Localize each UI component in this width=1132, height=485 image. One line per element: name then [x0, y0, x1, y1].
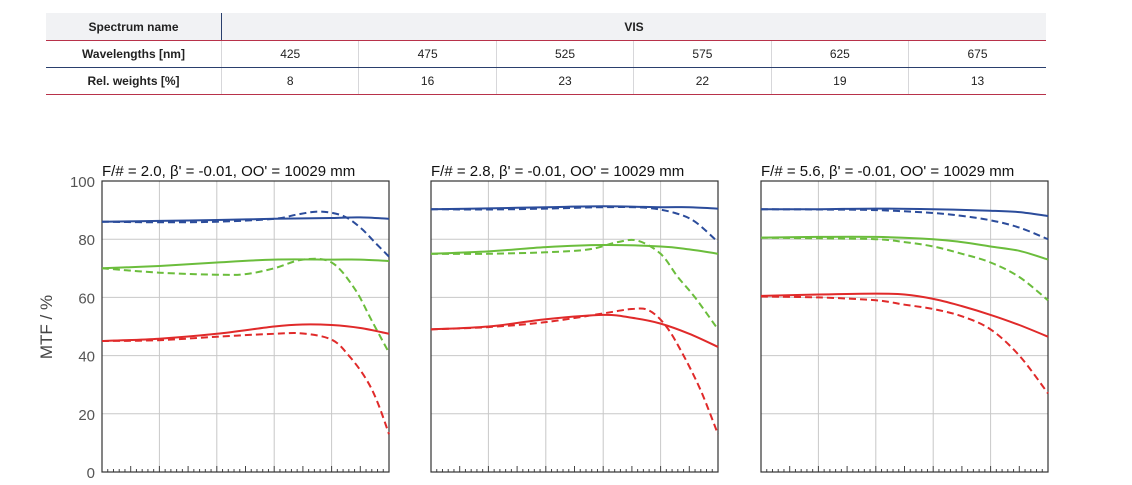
y-tick-label: 100: [70, 174, 95, 191]
mtf-plot: F/# = 2.8, β' = -0.01, OO' = 10029 mm: [430, 163, 719, 473]
y-tick-label: 80: [78, 232, 95, 249]
wavelength-cell: 425: [220, 40, 359, 68]
spectrum-row: Spectrum name VIS: [46, 13, 1046, 41]
green-solid-mtf-curve: [760, 235, 1049, 261]
y-tick-labels: 100 80 60 40 20 0: [70, 174, 95, 482]
red-dashed-mtf-curve: [430, 307, 719, 435]
y-tick-label: 0: [87, 465, 95, 482]
mtf-plot: F/# = 5.6, β' = -0.01, OO' = 10029 mm: [760, 163, 1049, 473]
wavelength-cell: 525: [495, 40, 634, 68]
blue-dashed-mtf-curve: [430, 206, 719, 243]
y-tick-label: 20: [78, 407, 95, 424]
chart-title: F/# = 5.6, β' = -0.01, OO' = 10029 mm: [761, 163, 1014, 180]
plot-frame: [430, 180, 719, 473]
plot-frame: [760, 180, 1049, 473]
wavelength-cell: 575: [633, 40, 772, 68]
spectrum-table: Spectrum name VIS Wavelengths [nm] 425 4…: [46, 13, 1046, 95]
wavelength-cell: 625: [770, 40, 909, 68]
green-dashed-mtf-curve: [760, 236, 1049, 302]
chart-title: F/# = 2.8, β' = -0.01, OO' = 10029 mm: [431, 163, 684, 180]
red-solid-mtf-curve: [430, 313, 719, 348]
mtf-plot: F/# = 2.0, β' = -0.01, OO' = 10029 mm: [101, 163, 390, 473]
red-dashed-mtf-curve: [760, 295, 1049, 395]
blue-solid-mtf-curve: [101, 216, 390, 223]
y-tick-label: 40: [78, 349, 95, 366]
chart-title: F/# = 2.0, β' = -0.01, OO' = 10029 mm: [102, 163, 355, 180]
mtf-charts: MTF / % 100 80 60 40 20 0 F/# = 2.0, β' = -0.…: [37, 163, 1049, 482]
spectrum-name-value: VIS: [221, 13, 1046, 41]
wavelength-cell: 475: [358, 40, 497, 68]
wavelengths-row: Wavelengths [nm] 425 475 525 575 625 675: [46, 40, 1046, 68]
weight-cell: 8: [220, 67, 359, 95]
weight-cell: 13: [908, 67, 1046, 95]
wavelength-cell: 675: [908, 40, 1046, 68]
blue-dashed-mtf-curve: [760, 208, 1049, 241]
green-solid-mtf-curve: [101, 258, 390, 270]
red-dashed-mtf-curve: [101, 331, 390, 435]
weight-cell: 19: [770, 67, 909, 95]
spectrum-name-label: Spectrum name: [46, 13, 222, 41]
blue-solid-mtf-curve: [430, 205, 719, 211]
weight-cell: 23: [495, 67, 634, 95]
y-tick-label: 60: [78, 290, 95, 307]
red-solid-mtf-curve: [101, 323, 390, 342]
red-solid-mtf-curve: [760, 292, 1049, 338]
weights-row: Rel. weights [%] 8 16 23 22 19 13: [46, 67, 1046, 95]
mtf-plots: F/# = 2.0, β' = -0.01, OO' = 10029 mm F/#…: [101, 163, 1049, 473]
weight-cell: 16: [358, 67, 497, 95]
weights-label: Rel. weights [%]: [46, 67, 222, 95]
green-solid-mtf-curve: [430, 243, 719, 255]
green-dashed-mtf-curve: [101, 257, 390, 354]
y-axis-label: MTF / %: [37, 295, 56, 359]
plot-frame: [101, 180, 390, 473]
wavelengths-label: Wavelengths [nm]: [46, 40, 222, 68]
weight-cell: 22: [633, 67, 772, 95]
green-dashed-mtf-curve: [430, 238, 719, 330]
